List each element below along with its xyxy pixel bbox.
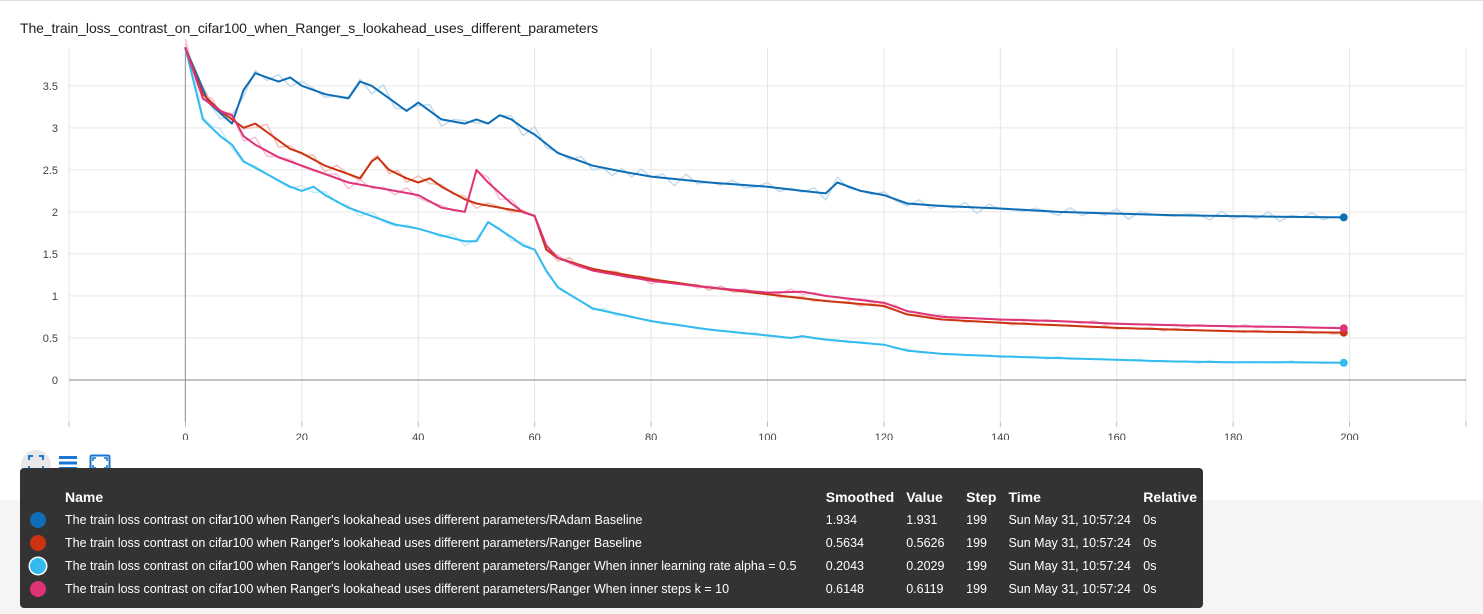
line-chart[interactable]: 0 20 40 60 80 100 120 140 160 180 200 0 0.5 1 1.5 2 2.5 3… <box>0 0 1483 440</box>
step-value: 199 <box>966 512 987 527</box>
header-time: Time <box>1008 489 1041 505</box>
x-tick-label: 200 <box>1340 432 1358 440</box>
x-tick-label: 160 <box>1108 432 1126 440</box>
series-name: The train loss contrast on cifar100 when… <box>65 535 642 550</box>
grid <box>68 48 1467 422</box>
step-value: 199 <box>966 558 987 573</box>
raw-series-line <box>184 50 1344 365</box>
end-dots <box>1339 213 1348 367</box>
tooltip-row: The train loss contrast on cifar100 when… <box>28 531 1203 554</box>
series-end-dot <box>1339 358 1348 367</box>
series-color-swatch <box>28 554 59 577</box>
x-tick-label: 40 <box>412 432 424 440</box>
raw-lines <box>184 38 1344 365</box>
axes <box>68 48 1467 427</box>
header-relative: Relative <box>1143 489 1197 505</box>
step-value: 199 <box>966 581 987 596</box>
x-tick-label: 0 <box>182 432 188 440</box>
series-name: The train loss contrast on cifar100 when… <box>65 512 643 527</box>
raw-series-line <box>184 47 1344 223</box>
x-tick-label: 20 <box>296 432 308 440</box>
x-tick-label: 140 <box>991 432 1009 440</box>
relative-value: 0s <box>1143 558 1157 573</box>
header-value: Value <box>906 489 943 505</box>
smoothed-value: 1.934 <box>825 512 858 527</box>
x-tick-label: 180 <box>1224 432 1242 440</box>
swatch-dot <box>30 534 46 551</box>
relative-value: 0s <box>1143 512 1157 527</box>
raw-value: 1.931 <box>906 512 938 527</box>
series-name: The train loss contrast on cifar100 when… <box>65 581 730 596</box>
tooltip-row: The train loss contrast on cifar100 when… <box>28 577 1203 600</box>
smoothed-value: 0.5634 <box>825 535 864 550</box>
raw-value: 0.2029 <box>906 558 945 573</box>
time-value: Sun May 31, 10:57:24 <box>1008 512 1131 527</box>
tick-labels: 0 20 40 60 80 100 120 140 160 180 200 0 0.5 1 1.5 2 2.5 3… <box>43 81 1359 440</box>
time-value: Sun May 31, 10:57:24 <box>1008 535 1131 550</box>
y-tick-label: 0.5 <box>43 333 58 345</box>
smoothed-value: 0.2043 <box>825 558 864 573</box>
y-tick-label: 2 <box>52 207 58 219</box>
y-tick-label: 3.5 <box>43 81 58 93</box>
series-color-swatch <box>28 508 59 531</box>
smoothed-series-line <box>184 47 1345 219</box>
series-end-dot <box>1339 213 1348 222</box>
step-value: 199 <box>966 535 987 550</box>
chart-title: The_train_loss_contrast_on_cifar100_when… <box>20 20 599 36</box>
x-tick-label: 60 <box>529 432 541 440</box>
header-step: Step <box>966 489 997 505</box>
swatch-dot <box>30 557 46 574</box>
series-end-dot <box>1339 324 1348 333</box>
relative-value: 0s <box>1143 581 1157 596</box>
relative-value: 0s <box>1143 535 1157 550</box>
tooltip-table: Name Smoothed Value Step Time Relative T… <box>28 486 1203 600</box>
smoothed-series-line <box>184 47 1345 364</box>
header-name: Name <box>65 489 104 505</box>
y-tick-label: 1.5 <box>43 249 58 261</box>
header-smoothed: Smoothed <box>825 489 895 505</box>
raw-value: 0.5626 <box>906 535 945 550</box>
swatch-dot <box>30 511 46 528</box>
swatch-dot <box>30 580 46 597</box>
smoothed-series-line <box>184 47 1345 334</box>
x-tick-label: 120 <box>875 432 893 440</box>
smoothed-lines <box>184 47 1345 364</box>
y-tick-label: 3 <box>52 123 58 135</box>
x-tick-label: 100 <box>758 432 776 440</box>
smoothed-series-line <box>184 47 1345 330</box>
tooltip-header-row: Name Smoothed Value Step Time Relative <box>28 486 1203 508</box>
y-tick-label: 2.5 <box>43 165 58 177</box>
tooltip-row: The train loss contrast on cifar100 when… <box>28 554 1203 577</box>
raw-value: 0.6119 <box>906 581 944 596</box>
series-color-swatch <box>28 531 59 554</box>
top-divider <box>0 0 1483 1</box>
time-value: Sun May 31, 10:57:24 <box>1008 581 1131 596</box>
fit-domain-icon <box>27 454 45 477</box>
y-tick-label: 0 <box>52 375 58 387</box>
series-color-swatch <box>28 577 59 600</box>
tooltip-row: The train loss contrast on cifar100 when… <box>28 508 1203 531</box>
x-tick-label: 80 <box>645 432 657 440</box>
time-value: Sun May 31, 10:57:24 <box>1008 558 1131 573</box>
data-tooltip: Name Smoothed Value Step Time Relative T… <box>20 468 1203 608</box>
y-tick-label: 1 <box>52 291 58 303</box>
header-swatch <box>28 486 59 508</box>
smoothed-value: 0.6148 <box>825 581 864 596</box>
series-name: The train loss contrast on cifar100 when… <box>65 558 797 573</box>
